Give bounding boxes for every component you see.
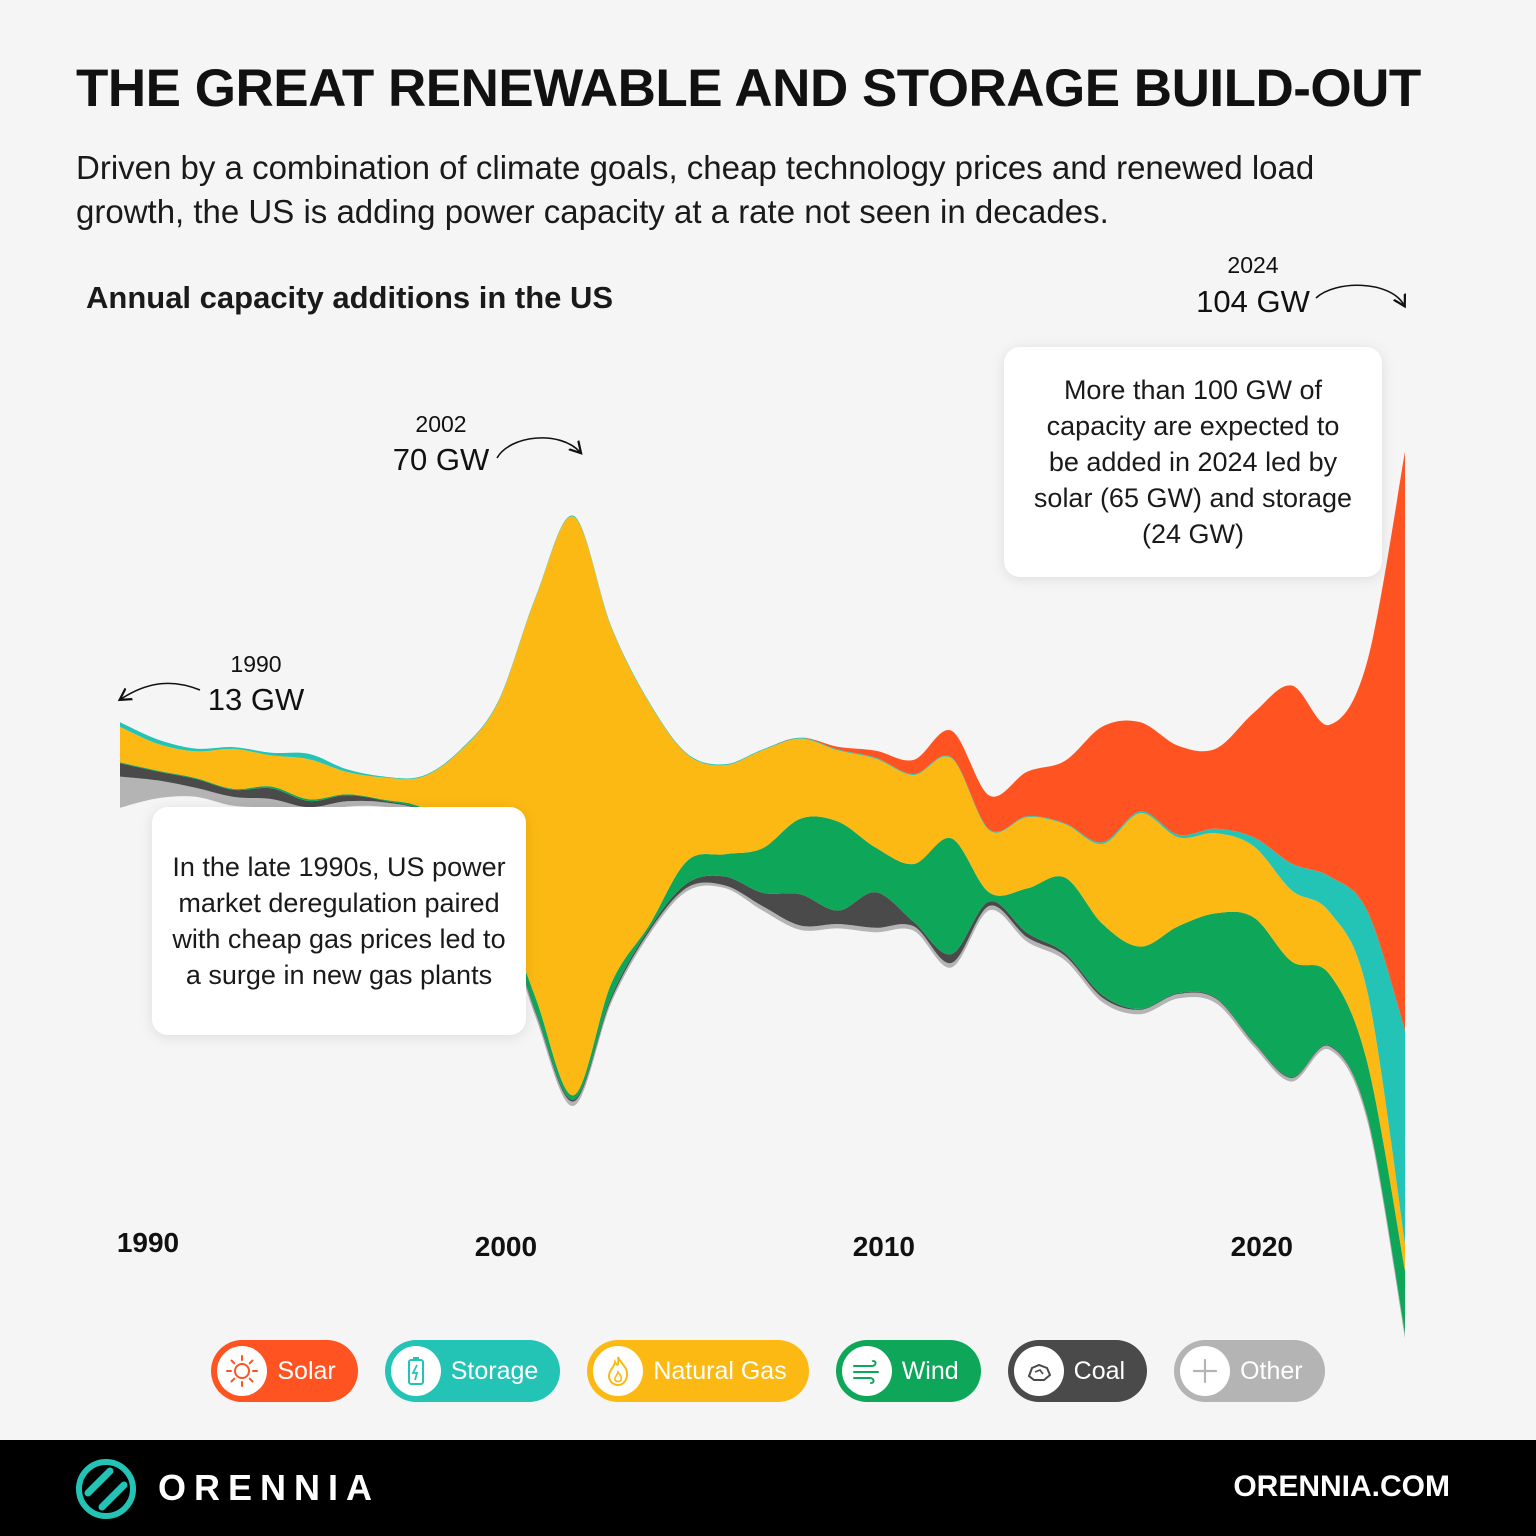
x-tick-label: 2000 — [475, 1231, 537, 1262]
annotation-arrow-1990 — [121, 682, 201, 699]
legend-label-wind: Wind — [901, 1356, 959, 1385]
chart-label: Annual capacity additions in the US — [86, 280, 614, 315]
annotation-value-2024: 104 GW — [1196, 284, 1310, 319]
page-title: THE GREAT RENEWABLE AND STORAGE BUILD-OU… — [76, 59, 1421, 118]
x-tick-label: 2020 — [1231, 1231, 1293, 1262]
annotation-value-2002: 70 GW — [393, 442, 490, 477]
page-subtitle: Driven by a combination of climate goals… — [76, 149, 1315, 230]
orennia-logo-icon — [76, 1459, 136, 1519]
annotation-year-2002: 2002 — [415, 411, 466, 437]
brand-name: ORENNIA — [158, 1467, 381, 1508]
annotation-year-2024: 2024 — [1227, 252, 1278, 278]
legend-label-storage: Storage — [450, 1356, 539, 1385]
battery-icon — [390, 1346, 441, 1396]
stream-layer-wind — [120, 762, 1405, 1333]
callout-1990s: In the late 1990s, US power market dereg… — [152, 807, 526, 1035]
flame-icon — [593, 1346, 644, 1396]
callout-1990s-text: In the late 1990s, US power market dereg… — [172, 852, 506, 990]
footer: ORENNIA ORENNIA.COM — [0, 1440, 1536, 1536]
annotation-arrow-2024 — [1315, 284, 1404, 305]
legend-label-other: Other — [1240, 1356, 1303, 1385]
callout-2024: More than 100 GW of capacity are expecte… — [1004, 347, 1382, 577]
legend-item-natural-gas: Natural Gas — [587, 1340, 809, 1402]
legend-label-coal: Coal — [1073, 1356, 1126, 1385]
annotation-value-1990: 13 GW — [208, 682, 305, 717]
wind-icon — [841, 1346, 892, 1396]
brand-url[interactable]: ORENNIA.COM — [1233, 1470, 1450, 1503]
stream-layer-solar — [120, 451, 1405, 1031]
coal-icon — [1013, 1346, 1064, 1396]
callout-2024-text: More than 100 GW of capacity are expecte… — [1033, 375, 1353, 549]
legend-item-solar: Solar — [211, 1340, 358, 1402]
legend-label-natural-gas: Natural Gas — [653, 1356, 787, 1385]
stream-layer-natural-gas — [120, 516, 1405, 1271]
legend-item-coal: Coal — [1007, 1340, 1148, 1402]
legend-item-storage: Storage — [384, 1340, 561, 1402]
x-tick-label: 2010 — [853, 1231, 915, 1262]
annotation-arrow-2002 — [496, 437, 580, 459]
plus-icon — [1180, 1346, 1231, 1396]
legend: Solar Storage Natural Gas Wind Coal — [0, 1340, 1536, 1404]
annotation-year-1990: 1990 — [230, 651, 281, 677]
x-tick-label: 1990 — [117, 1227, 179, 1258]
sun-icon — [217, 1346, 268, 1396]
legend-label-solar: Solar — [277, 1356, 336, 1385]
legend-item-other: Other — [1174, 1340, 1325, 1402]
legend-item-wind: Wind — [835, 1340, 981, 1402]
